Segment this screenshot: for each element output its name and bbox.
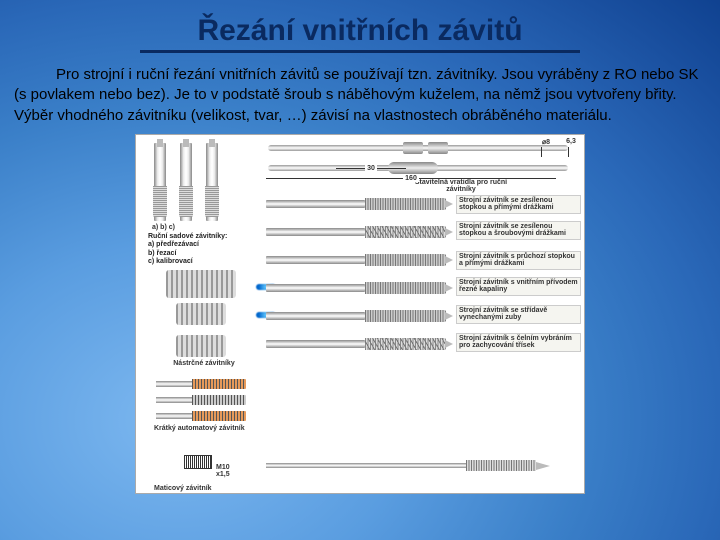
thread-spec-icon: M10 x1,5 [154, 455, 244, 487]
hand-tap-a [154, 143, 166, 221]
dim-arrow [541, 147, 542, 157]
hand-taps-line-a: a) předřezávací [148, 241, 199, 248]
dim-arrow [568, 147, 569, 157]
nut-tap-caption: Maticový závitník [154, 485, 212, 492]
machine-tap-1 [266, 197, 446, 211]
dim-63: 6,3 [561, 138, 581, 145]
hand-taps-title: Ruční sadové závitníky: [148, 233, 227, 240]
machine-tap-5-caption: Strojní závitník se střídavě vynechanými… [456, 305, 581, 324]
machine-tap-3 [266, 253, 446, 267]
thread-spec-label: M10 x1,5 [216, 464, 244, 478]
machine-tap-2-caption: Strojní závitník se zesílenou stopkou a … [456, 221, 581, 240]
taps-figure: a) b) c) Ruční sadové závitníky: a) před… [135, 134, 585, 494]
short-tap-caption: Krátký automatový závitník [154, 425, 249, 433]
short-tap-3 [156, 411, 246, 421]
short-tap-1 [156, 379, 246, 389]
hand-taps-line-c: c) kalibrovací [148, 258, 193, 265]
machine-tap-3-caption: Strojní závitník s průchozí stopkou a př… [456, 251, 581, 270]
machine-tap-4 [266, 281, 446, 295]
slide-content: Řezání vnitřních závitů Pro strojní i ru… [0, 0, 720, 494]
body-text: Pro strojní i ruční řezání vnitřních záv… [14, 66, 699, 124]
tap-wrench-1 [268, 145, 568, 151]
hand-tap-b [180, 143, 192, 221]
short-tap-2 [156, 395, 246, 405]
hand-taps-caption: Ruční sadové závitníky: a) předřezávací … [148, 233, 258, 267]
machine-tap-6 [266, 337, 446, 351]
hand-taps-line-b: b) řezací [148, 250, 176, 257]
dim-160: 160 [266, 175, 556, 182]
shell-tap-1 [166, 270, 236, 298]
abc-labels: a) b) c) [152, 224, 175, 231]
nut-tap-drawing [266, 447, 556, 487]
machine-tap-1-caption: Strojní závitník se zesílenou stopkou a … [456, 195, 581, 214]
machine-tap-4-caption: Strojní závitník s vnitřním přívodem řez… [456, 277, 581, 296]
shell-tap-2 [176, 303, 226, 325]
dim-30: 30 [336, 165, 406, 172]
machine-tap-5 [266, 309, 446, 323]
dim-d8: ⌀8 [536, 138, 556, 146]
hand-tap-c [206, 143, 218, 221]
body-paragraph: Pro strojní i ruční řezání vnitřních záv… [10, 65, 710, 126]
machine-tap-2 [266, 225, 446, 239]
tap-wrench-2 [268, 165, 568, 171]
machine-tap-6-caption: Strojní závitník s čelním vybráním pro z… [456, 333, 581, 352]
shell-taps-caption: Nástrčné závitníky [164, 360, 244, 367]
page-title: Řezání vnitřních závitů [140, 14, 580, 53]
shell-tap-3 [176, 335, 226, 357]
